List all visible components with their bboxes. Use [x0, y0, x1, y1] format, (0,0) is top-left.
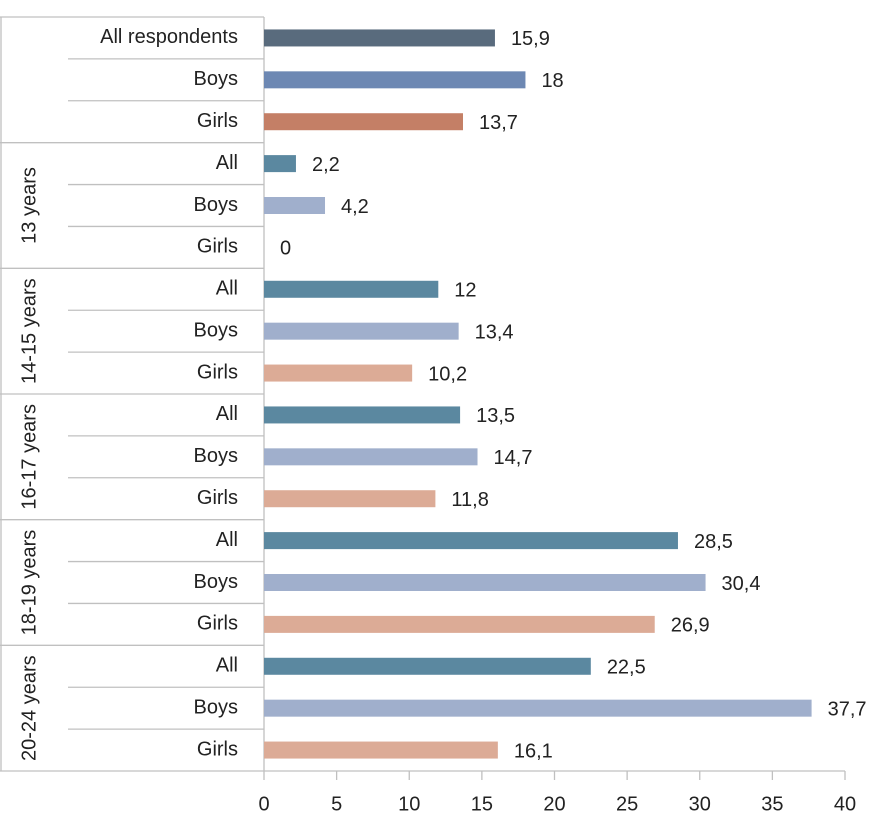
bar [264, 406, 461, 424]
bar [264, 155, 296, 173]
data-label: 37,7 [828, 698, 867, 720]
data-label: 13,7 [479, 112, 518, 134]
category-label: Boys [194, 68, 238, 90]
category-label: Girls [197, 613, 238, 635]
bar [264, 448, 478, 466]
bar [264, 197, 326, 214]
group-label: 14-15 years [18, 278, 40, 384]
data-label: 15,9 [511, 28, 550, 50]
bar [264, 280, 439, 298]
category-label: All [216, 655, 238, 677]
bar [264, 699, 812, 717]
bar [264, 741, 498, 759]
data-label: 12 [454, 280, 476, 302]
category-label: All [216, 403, 238, 425]
data-label: 14,7 [494, 447, 533, 469]
category-label: Girls [197, 738, 238, 760]
data-label: 28,5 [694, 531, 733, 553]
group-label: 20-24 years [18, 655, 40, 761]
category-label: All [216, 529, 238, 551]
data-label: 11,8 [451, 489, 488, 511]
data-label: 0 [280, 238, 291, 260]
data-label: 22,5 [607, 657, 646, 679]
category-label: Girls [197, 110, 238, 132]
category-label: All [216, 278, 238, 300]
bar [264, 322, 459, 340]
x-tick-label: 25 [616, 793, 638, 815]
bar [264, 113, 463, 131]
bar [264, 657, 591, 675]
data-label: 2,2 [312, 154, 340, 176]
bar [264, 490, 436, 508]
bar [264, 532, 678, 550]
category-label: All respondents [100, 26, 238, 48]
data-label: 13,4 [475, 321, 514, 343]
data-label: 30,4 [722, 573, 761, 595]
group-label: 18-19 years [18, 530, 40, 636]
category-label: Boys [194, 194, 238, 216]
data-label: 4,2 [341, 196, 369, 218]
category-label: Girls [197, 487, 238, 509]
group-label: 13 years [18, 167, 40, 244]
x-tick-label: 40 [834, 793, 856, 815]
bar [264, 29, 495, 47]
x-tick-label: 0 [258, 793, 269, 815]
x-tick-label: 5 [331, 793, 342, 815]
bar [264, 364, 413, 382]
category-label: Girls [197, 236, 238, 258]
x-tick-label: 30 [689, 793, 711, 815]
data-label: 13,5 [476, 405, 515, 427]
bar [264, 71, 526, 89]
category-label: Boys [194, 445, 238, 467]
group-label: 16-17 years [18, 404, 40, 510]
category-label: Girls [197, 361, 238, 383]
x-tick-label: 10 [398, 793, 420, 815]
x-tick-label: 35 [761, 793, 783, 815]
data-label: 10,2 [428, 363, 467, 385]
bar [264, 574, 706, 591]
category-label: Boys [194, 571, 238, 593]
x-tick-label: 20 [543, 793, 565, 815]
bar [264, 615, 655, 633]
category-label: Boys [194, 696, 238, 718]
data-label: 26,9 [671, 615, 710, 637]
data-label: 18 [541, 70, 563, 92]
category-label: Boys [194, 319, 238, 341]
data-label: 16,1 [514, 740, 553, 762]
x-tick-label: 15 [471, 793, 493, 815]
category-label: All [216, 152, 238, 174]
